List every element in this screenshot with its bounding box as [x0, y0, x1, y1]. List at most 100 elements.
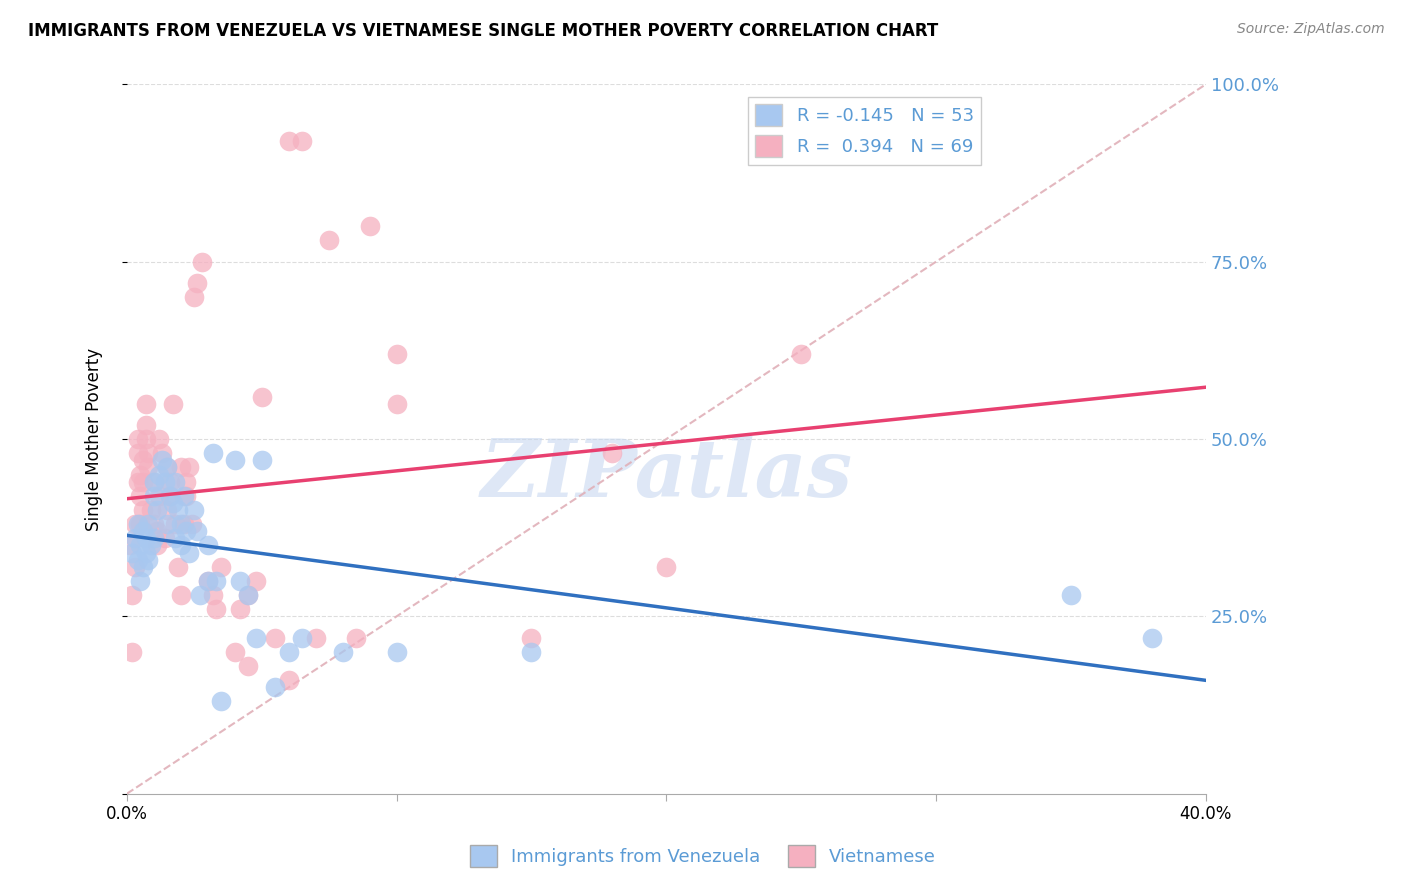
Point — [205, 602, 228, 616]
Point — [186, 276, 208, 290]
Point — [142, 489, 165, 503]
Point — [385, 396, 408, 410]
Point — [132, 475, 155, 489]
Point — [132, 524, 155, 539]
Point — [183, 503, 205, 517]
Text: ZIPatlas: ZIPatlas — [481, 436, 852, 513]
Text: Source: ZipAtlas.com: Source: ZipAtlas.com — [1237, 22, 1385, 37]
Point — [291, 631, 314, 645]
Point — [1140, 631, 1163, 645]
Point — [520, 631, 543, 645]
Point — [202, 446, 225, 460]
Point — [124, 559, 146, 574]
Point — [121, 588, 143, 602]
Point — [159, 489, 181, 503]
Point — [148, 432, 170, 446]
Point — [127, 517, 149, 532]
Point — [197, 574, 219, 588]
Point — [153, 475, 176, 489]
Point — [135, 432, 157, 446]
Point — [129, 574, 152, 588]
Point — [183, 290, 205, 304]
Point — [170, 517, 193, 532]
Point — [156, 460, 179, 475]
Point — [165, 475, 187, 489]
Point — [173, 489, 195, 503]
Point — [264, 631, 287, 645]
Point — [148, 489, 170, 503]
Point — [138, 446, 160, 460]
Point — [170, 538, 193, 552]
Point — [1060, 588, 1083, 602]
Point — [209, 559, 232, 574]
Point — [132, 503, 155, 517]
Legend: Immigrants from Venezuela, Vietnamese: Immigrants from Venezuela, Vietnamese — [463, 838, 943, 874]
Point — [197, 574, 219, 588]
Point — [655, 559, 678, 574]
Point — [344, 631, 367, 645]
Point — [191, 254, 214, 268]
Point — [145, 524, 167, 539]
Point — [224, 453, 246, 467]
Point — [135, 417, 157, 432]
Point — [142, 517, 165, 532]
Point — [186, 524, 208, 539]
Point — [156, 517, 179, 532]
Point — [165, 517, 187, 532]
Point — [138, 517, 160, 532]
Point — [138, 552, 160, 566]
Point — [129, 517, 152, 532]
Point — [127, 552, 149, 566]
Point — [245, 574, 267, 588]
Point — [205, 574, 228, 588]
Point — [167, 559, 190, 574]
Point — [602, 446, 624, 460]
Point — [385, 645, 408, 659]
Point — [174, 524, 197, 539]
Point — [277, 134, 299, 148]
Point — [142, 532, 165, 546]
Point — [238, 588, 260, 602]
Point — [238, 659, 260, 673]
Point — [209, 694, 232, 708]
Point — [173, 517, 195, 532]
Point — [224, 645, 246, 659]
Point — [197, 538, 219, 552]
Point — [121, 545, 143, 559]
Point — [118, 538, 141, 552]
Point — [156, 503, 179, 517]
Point — [145, 538, 167, 552]
Point — [141, 503, 163, 517]
Point — [129, 538, 152, 552]
Point — [159, 489, 181, 503]
Y-axis label: Single Mother Poverty: Single Mother Poverty — [86, 348, 103, 531]
Point — [359, 219, 381, 234]
Point — [135, 545, 157, 559]
Point — [332, 645, 354, 659]
Point — [145, 503, 167, 517]
Point — [188, 588, 211, 602]
Point — [170, 460, 193, 475]
Point — [121, 645, 143, 659]
Point — [245, 631, 267, 645]
Point — [277, 645, 299, 659]
Point — [142, 475, 165, 489]
Point — [132, 559, 155, 574]
Point — [229, 574, 252, 588]
Point — [167, 503, 190, 517]
Point — [291, 134, 314, 148]
Point — [132, 453, 155, 467]
Point — [135, 396, 157, 410]
Point — [318, 234, 340, 248]
Point — [162, 496, 184, 510]
Legend: R = -0.145   N = 53, R =  0.394   N = 69: R = -0.145 N = 53, R = 0.394 N = 69 — [748, 97, 981, 164]
Point — [385, 347, 408, 361]
Point — [250, 390, 273, 404]
Point — [124, 517, 146, 532]
Point — [127, 446, 149, 460]
Point — [124, 532, 146, 546]
Point — [148, 467, 170, 482]
Point — [127, 432, 149, 446]
Point — [170, 588, 193, 602]
Point — [202, 588, 225, 602]
